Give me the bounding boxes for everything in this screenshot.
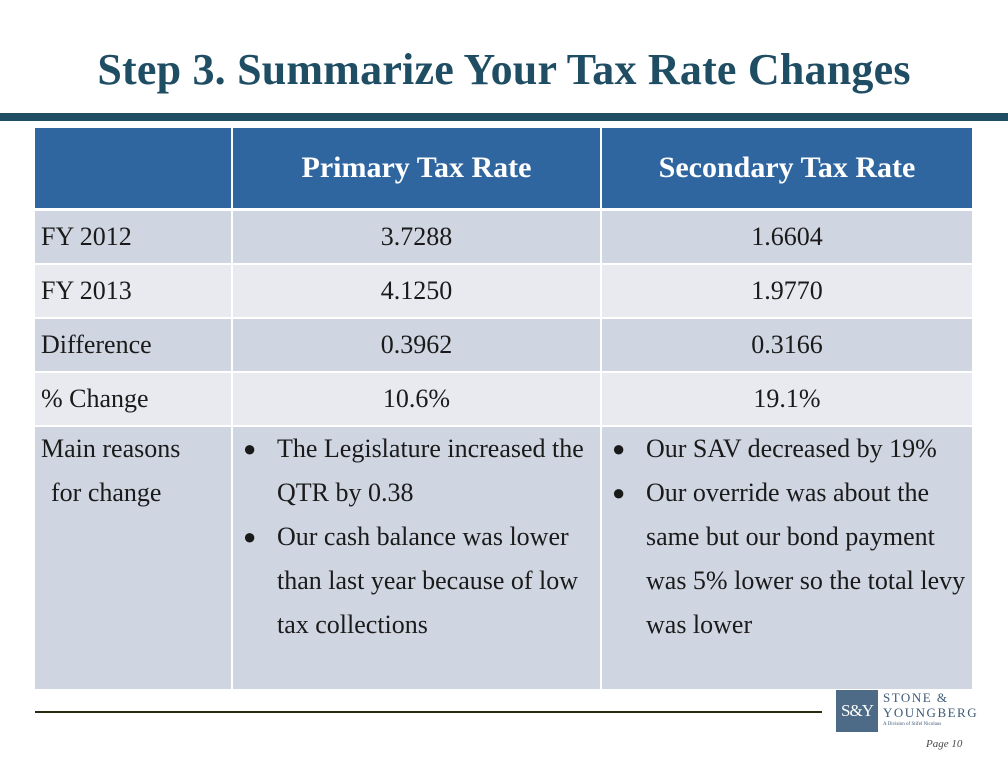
secondary-value: 1.6604 (601, 209, 972, 265)
logo-name-line1: Stone & (883, 690, 949, 705)
table-row: % Change 10.6% 19.1% (35, 372, 972, 427)
header-primary-tax-rate: Primary Tax Rate (232, 128, 602, 211)
logo-mark: S&Y (836, 690, 878, 732)
primary-value: 3.7288 (232, 209, 602, 265)
reason-text: Our SAV decreased by 19% (646, 434, 937, 463)
page-number: Page 10 (926, 738, 963, 750)
secondary-value: 0.3166 (601, 318, 972, 373)
secondary-reasons-list: ● Our SAV decreased by 19% ● Our override … (608, 427, 966, 647)
row-label: % Change (35, 372, 233, 427)
slide-title: Step 3. Summarize Your Tax Rate Changes (97, 45, 911, 94)
list-item: ● Our cash balance was lower than last ye… (239, 515, 594, 647)
row-label: FY 2012 (35, 209, 233, 265)
reasons-label-line2: for change (51, 478, 162, 507)
primary-reasons: ● The Legislature increased the QTR by 0.… (232, 426, 602, 691)
secondary-reasons: ● Our SAV decreased by 19% ● Our override … (601, 426, 972, 691)
table-row: FY 2013 4.1250 1.9770 (35, 264, 972, 319)
title-divider (0, 113, 1008, 121)
table-header-row: Primary Tax Rate Secondary Tax Rate (35, 128, 972, 211)
reason-text: The Legislature increased the QTR by 0.3… (277, 434, 584, 507)
header-corner (35, 128, 233, 211)
reasons-row: Main reasons for change ● The Legislature… (35, 426, 972, 691)
logo-name: Stone & Youngberg (883, 690, 978, 720)
primary-value: 10.6% (232, 372, 602, 427)
table-row: FY 2012 3.7288 1.6604 (35, 209, 972, 265)
tax-rate-table: Primary Tax Rate Secondary Tax Rate FY 2… (35, 128, 972, 691)
list-item: ● Our SAV decreased by 19% (608, 427, 966, 471)
company-logo: S&Y Stone & Youngberg A Division of Stif… (836, 690, 986, 735)
logo-name-line2: Youngberg (883, 705, 979, 720)
primary-value: 0.3962 (232, 318, 602, 373)
bullet-icon: ● (243, 524, 257, 549)
footer-divider (35, 711, 822, 713)
table-row: Difference 0.3962 0.3166 (35, 318, 972, 373)
list-item: ● The Legislature increased the QTR by 0.… (239, 427, 594, 515)
bullet-icon: ● (612, 480, 626, 505)
row-label: FY 2013 (35, 264, 233, 319)
logo-subtitle: A Division of Stifel Nicolaus (883, 722, 942, 727)
reasons-label-line1: Main reasons (41, 434, 181, 463)
header-secondary-tax-rate: Secondary Tax Rate (601, 128, 972, 211)
bullet-icon: ● (243, 436, 257, 461)
list-item: ● Our override was about the same but our… (608, 471, 966, 647)
secondary-value: 19.1% (601, 372, 972, 427)
primary-value: 4.1250 (232, 264, 602, 319)
reasons-label: Main reasons for change (35, 426, 233, 691)
row-label: Difference (35, 318, 233, 373)
primary-reasons-list: ● The Legislature increased the QTR by 0.… (239, 427, 594, 647)
reason-text: Our override was about the same but our … (646, 478, 966, 639)
secondary-value: 1.9770 (601, 264, 972, 319)
reason-text: Our cash balance was lower than last yea… (277, 522, 579, 639)
bullet-icon: ● (612, 436, 626, 461)
